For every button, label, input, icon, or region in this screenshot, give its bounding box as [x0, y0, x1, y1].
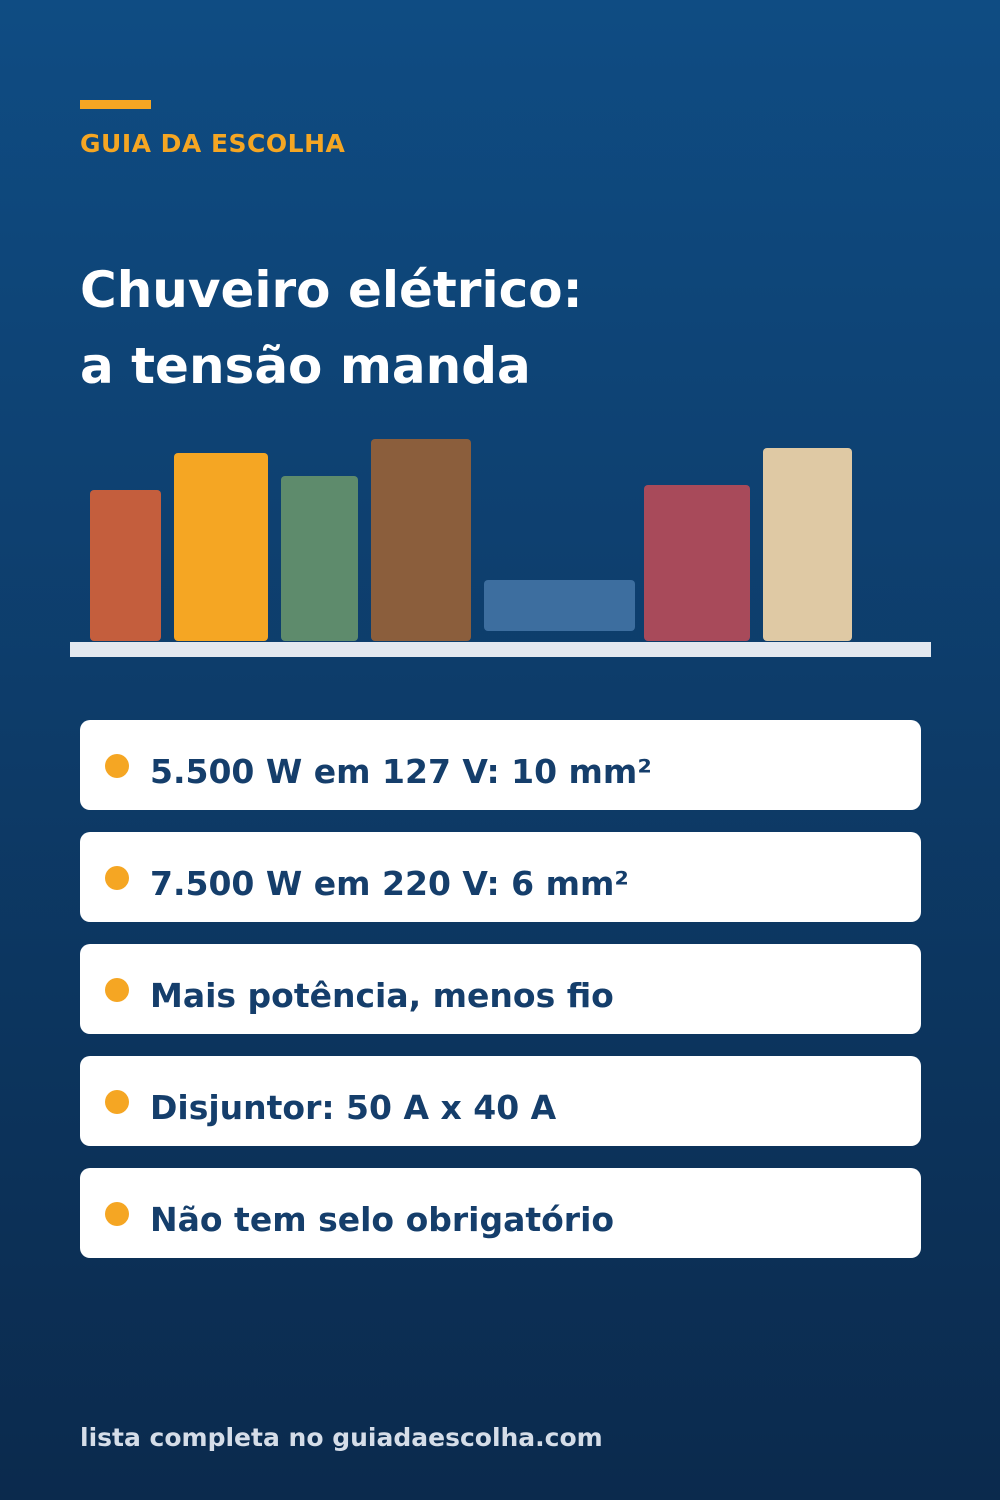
list-item-text: Disjuntor: 50 A x 40 A	[150, 1088, 557, 1127]
title-line-1: Chuveiro elétrico:	[80, 261, 583, 319]
accent-bar	[80, 100, 151, 109]
bullet-icon	[105, 866, 129, 890]
bullet-icon	[105, 754, 129, 778]
bullet-icon	[105, 1090, 129, 1114]
list-item-text: Não tem selo obrigatório	[150, 1200, 615, 1239]
list-item: Não tem selo obrigatório	[80, 1168, 921, 1258]
bullet-icon	[105, 978, 129, 1002]
book-5-lying	[484, 580, 635, 631]
footer-text: lista completa no guiadaescolha.com	[80, 1423, 603, 1452]
tips-list: 5.500 W em 127 V: 10 mm² 7.500 W em 220 …	[80, 720, 921, 1280]
list-item-text: 7.500 W em 220 V: 6 mm²	[150, 864, 629, 903]
list-item: Disjuntor: 50 A x 40 A	[80, 1056, 921, 1146]
shelf	[70, 642, 931, 657]
brand-label: GUIA DA ESCOLHA	[80, 129, 346, 158]
bookshelf-illustration	[0, 0, 1000, 700]
book-2	[174, 453, 268, 641]
book-7	[763, 448, 852, 641]
book-4	[371, 439, 471, 641]
list-item: Mais potência, menos fio	[80, 944, 921, 1034]
title-line-2: a tensão manda	[80, 337, 531, 395]
bullet-icon	[105, 1202, 129, 1226]
list-item-text: 5.500 W em 127 V: 10 mm²	[150, 752, 652, 791]
list-item-text: Mais potência, menos fio	[150, 976, 614, 1015]
book-1	[90, 490, 161, 641]
page-title: Chuveiro elétrico: a tensão manda	[80, 252, 583, 404]
book-6	[644, 485, 750, 641]
list-item: 5.500 W em 127 V: 10 mm²	[80, 720, 921, 810]
book-3	[281, 476, 358, 641]
list-item: 7.500 W em 220 V: 6 mm²	[80, 832, 921, 922]
